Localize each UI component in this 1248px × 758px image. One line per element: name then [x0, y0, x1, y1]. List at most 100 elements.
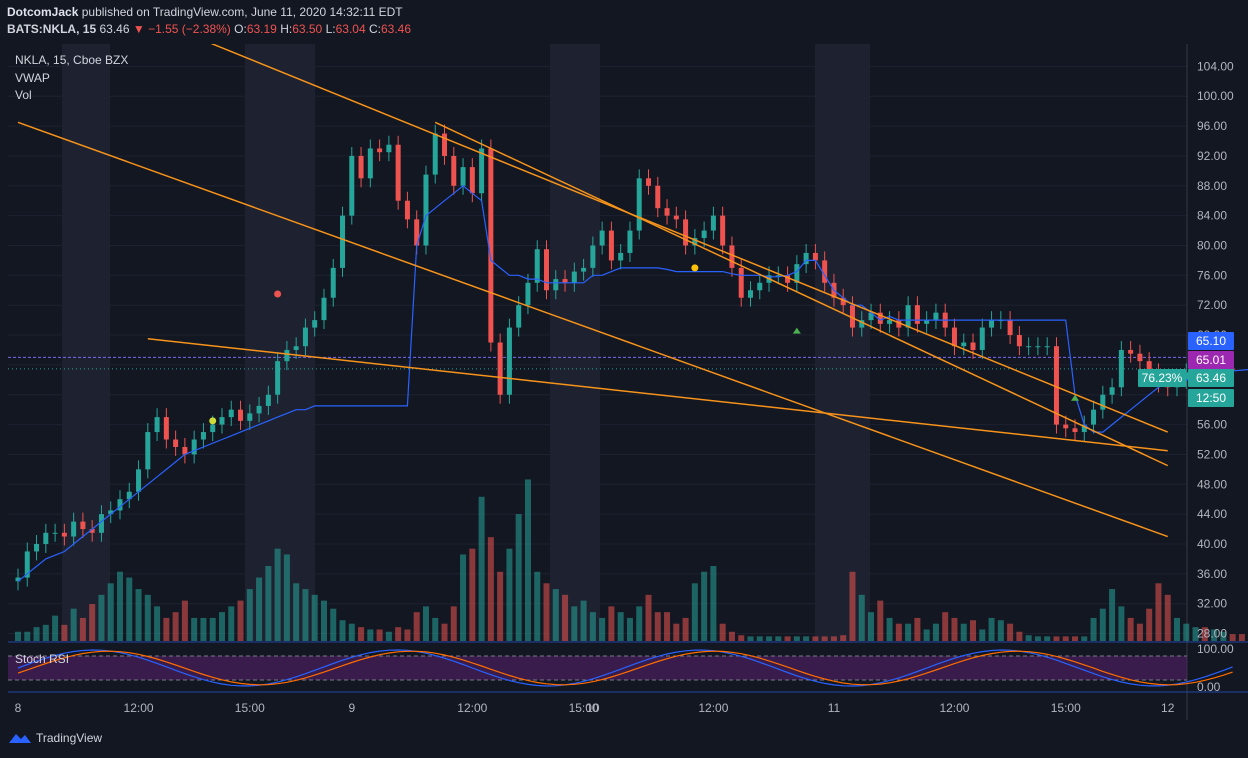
tradingview-logo[interactable]: TradingView [8, 731, 102, 745]
volume-bar [682, 617, 689, 641]
volume-bar [895, 623, 902, 641]
volume-bar [868, 612, 875, 641]
published-text: published on TradingView.com, June 11, 2… [81, 5, 403, 19]
price-tick-label: 84.00 [1197, 209, 1227, 223]
volume-bar [886, 617, 893, 641]
candle-body [302, 327, 308, 347]
volume-bar [42, 624, 49, 641]
signal-dot [691, 264, 699, 272]
candle-body [961, 342, 967, 347]
price-tick-label: 56.00 [1197, 418, 1227, 432]
volume-bar [543, 583, 550, 641]
volume-bar [664, 612, 671, 641]
volume-bar [358, 627, 365, 641]
time-tick-label: 11 [828, 701, 841, 715]
candle-body [868, 312, 874, 321]
legend-title[interactable]: NKLA, 15, Cboe BZX [15, 53, 129, 67]
volume-bar [1174, 617, 1180, 641]
volume-bar [413, 612, 420, 641]
candle-body [636, 178, 642, 231]
rsi-tick-label: 0.00 [1197, 680, 1221, 694]
candle-body [210, 424, 216, 433]
candle-body [627, 230, 633, 253]
volume-bar [552, 589, 559, 641]
legend-vwap[interactable]: VWAP [15, 71, 50, 85]
candle-body [1109, 387, 1115, 395]
volume-bar [422, 606, 429, 641]
candle-body [701, 230, 707, 239]
candle-body [924, 320, 930, 324]
candle-body [43, 532, 49, 544]
candle-body [1128, 349, 1134, 354]
candle-body [673, 215, 679, 220]
trendline [147, 338, 1168, 452]
candle-body [228, 409, 234, 418]
volume-bar [385, 631, 392, 641]
volume-bar [626, 617, 633, 641]
volume-bar [395, 627, 402, 641]
candle-body [951, 327, 957, 347]
close-label: C: [368, 22, 381, 36]
signal-dot [209, 417, 217, 425]
volume-bar [367, 629, 374, 641]
signal-dot [274, 290, 282, 298]
stoch-d-line [17, 650, 1233, 686]
candle-body [562, 279, 568, 283]
price-tick-label: 80.00 [1197, 238, 1227, 252]
volume-bar [534, 571, 541, 641]
volume-bar [645, 594, 652, 641]
price-tick-label: 76.00 [1197, 268, 1227, 282]
candle-body [553, 279, 559, 291]
volume-bar [988, 617, 995, 641]
volume-bar [497, 571, 504, 641]
candle-body [970, 342, 976, 350]
price-tick-label: 104.00 [1197, 59, 1234, 73]
candle-body [432, 133, 438, 175]
candle-body [655, 185, 661, 209]
time-badge-bg [1188, 389, 1234, 407]
candle-body [80, 521, 86, 530]
candle-body [367, 148, 373, 179]
volume-bar [571, 606, 578, 641]
author[interactable]: DotcomJack [7, 5, 79, 19]
candle-body [896, 320, 902, 328]
volume-bar [960, 623, 967, 641]
volume-bar [61, 624, 68, 641]
candle-body [163, 417, 169, 440]
candle-body [803, 252, 809, 265]
price-badge-upper-bg [1188, 332, 1234, 350]
candle-body [451, 155, 457, 186]
volume-bar [562, 594, 569, 641]
volume-bar [923, 629, 930, 641]
price-tick-label: 40.00 [1197, 537, 1227, 551]
volume-bar [33, 627, 40, 641]
volume-bar [1201, 627, 1208, 641]
candle-body [849, 305, 855, 328]
volume-bar [144, 594, 151, 641]
candle-body [284, 349, 290, 362]
candle-body [386, 144, 392, 153]
symbol[interactable]: BATS:NKLA, 15 [7, 22, 97, 36]
candle-body [516, 305, 522, 328]
volume-bar [200, 617, 207, 641]
chart-header: DotcomJack published on TradingView.com,… [0, 0, 1248, 44]
candle-body [590, 245, 596, 268]
candle-body [34, 543, 40, 552]
volume-bar [793, 636, 800, 641]
volume-bar [1099, 608, 1106, 641]
volume-bar [775, 636, 782, 641]
price-tick-label: 72.00 [1197, 298, 1227, 312]
legend-stoch-rsi[interactable]: Stoch RSI [15, 652, 70, 666]
volume-bar [1229, 634, 1236, 641]
volume-bar [766, 636, 773, 641]
candle-body [1146, 361, 1152, 373]
candle-body [293, 346, 299, 350]
volume-bar [469, 548, 476, 641]
candle-body [506, 327, 512, 395]
open-label: O: [234, 22, 247, 36]
volume-bar [979, 629, 986, 641]
price-tick-label: 44.00 [1197, 507, 1227, 521]
legend-vol[interactable]: Vol [15, 88, 32, 102]
volume-bar [79, 617, 86, 641]
